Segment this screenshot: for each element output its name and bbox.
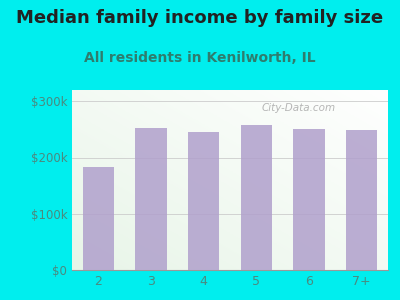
Text: Median family income by family size: Median family income by family size [16, 9, 384, 27]
Bar [135, 128, 167, 270]
Bar [346, 130, 378, 270]
Bar [240, 125, 272, 270]
Bar [188, 132, 220, 270]
Text: All residents in Kenilworth, IL: All residents in Kenilworth, IL [84, 51, 316, 65]
Bar [82, 167, 114, 270]
Text: City-Data.com: City-Data.com [262, 103, 336, 112]
Bar [293, 129, 325, 270]
